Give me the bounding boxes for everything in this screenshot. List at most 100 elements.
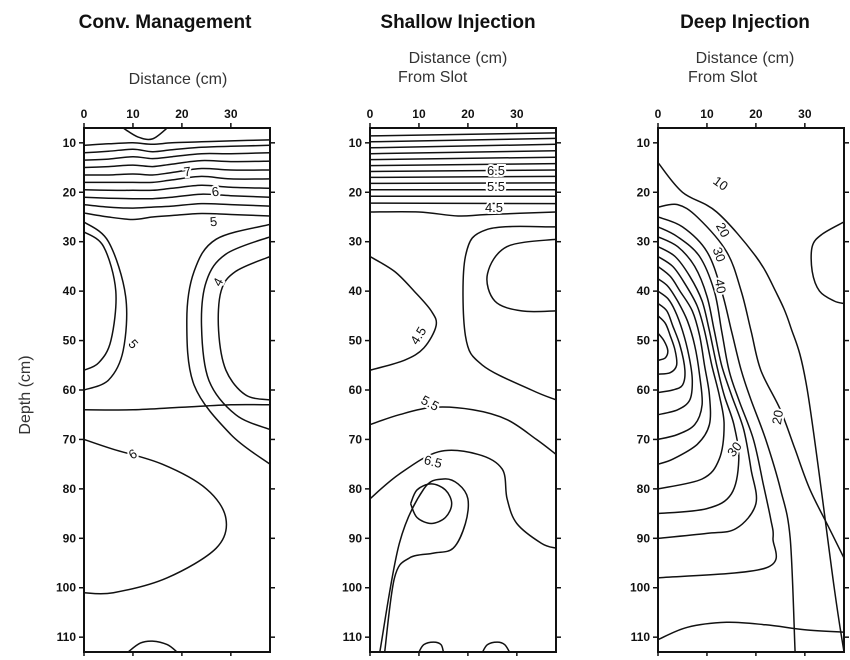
contour-line xyxy=(84,231,117,371)
contour-line xyxy=(370,255,438,371)
panel-subtitle-line-1: Distance (cm) xyxy=(409,50,508,67)
y-tick-label: 50 xyxy=(63,334,77,348)
contour-line xyxy=(658,236,758,540)
panel-deep-injection: Deep Injection Distance (cm) From Slot 1… xyxy=(630,12,849,656)
contour-line xyxy=(810,221,844,305)
y-tick-label: 70 xyxy=(349,432,363,446)
y-tick-label: 80 xyxy=(349,482,363,496)
contour-line xyxy=(370,156,556,161)
y-tick-label: 70 xyxy=(63,432,77,446)
contour-line xyxy=(84,403,270,411)
contour-line xyxy=(127,640,178,652)
y-tick-label: 100 xyxy=(630,581,650,595)
contour-line xyxy=(122,128,168,141)
contour-line xyxy=(84,221,128,391)
contour-line xyxy=(658,278,704,441)
contour-line xyxy=(658,265,712,465)
contour-line xyxy=(370,210,556,217)
x-tick-label: 0 xyxy=(81,107,88,121)
contour-line xyxy=(370,132,556,137)
contour-line xyxy=(658,302,686,394)
contour-line xyxy=(658,203,844,559)
y-tick-label: 20 xyxy=(637,185,651,199)
contour-lines xyxy=(370,132,556,652)
plot-frame xyxy=(369,127,557,653)
panel-subtitle-line-2: From Slot xyxy=(398,69,468,86)
y-tick-label: 90 xyxy=(349,531,363,545)
contour-line xyxy=(370,449,556,549)
y-tick-label: 10 xyxy=(637,136,651,150)
contour-line xyxy=(84,144,270,154)
contour-line xyxy=(658,332,669,362)
contour-label: 5.5 xyxy=(419,392,442,414)
panel-subtitle-line-1: Distance (cm) xyxy=(696,50,795,67)
contour-label: 5 xyxy=(209,214,218,230)
contour-line xyxy=(462,225,556,401)
y-tick-label: 100 xyxy=(56,581,76,595)
contour-line xyxy=(370,137,556,143)
x-tick-label: 20 xyxy=(175,107,189,121)
y-tick-label: 10 xyxy=(63,136,77,150)
panel-title: Conv. Management xyxy=(79,12,252,33)
y-tick-label: 100 xyxy=(342,581,362,595)
contour-line xyxy=(200,236,270,431)
y-tick-label: 80 xyxy=(63,482,77,496)
x-tick-label: 30 xyxy=(224,107,238,121)
y-tick-label: 30 xyxy=(349,235,363,249)
y-tick-label: 10 xyxy=(349,136,363,150)
contour-lines xyxy=(658,162,844,652)
y-tick-label: 60 xyxy=(349,383,363,397)
contour-line xyxy=(84,159,270,169)
contour-line xyxy=(658,290,694,416)
y-tick-label: 90 xyxy=(63,531,77,545)
y-tick-label: 90 xyxy=(637,531,651,545)
x-tick-label: 30 xyxy=(510,107,524,121)
x-tick-label: 30 xyxy=(798,107,812,121)
contour-line xyxy=(84,193,270,200)
contour-line xyxy=(409,483,453,525)
contour-line xyxy=(370,149,556,155)
contour-line xyxy=(658,245,740,515)
contour-line xyxy=(658,315,678,375)
panel-shallow-injection: Shallow Injection Distance (cm) From Slo… xyxy=(342,12,561,656)
panel-title: Deep Injection xyxy=(680,12,810,33)
panel-subtitle-line-1: Distance (cm) xyxy=(129,71,228,88)
contour-label: 4.5 xyxy=(485,200,503,215)
y-tick-label: 70 xyxy=(637,432,651,446)
y-tick-label: 40 xyxy=(637,284,651,298)
y-tick-label: 60 xyxy=(63,383,77,397)
y-tick-label: 110 xyxy=(57,630,77,644)
contour-label: 6.5 xyxy=(487,163,505,178)
panel-conv-management: Conv. Management Distance (cm) 10 20 30 40 5… xyxy=(56,12,275,656)
contour-label: 7 xyxy=(183,164,192,180)
y-tick-label: 110 xyxy=(343,630,363,644)
contour-line xyxy=(370,182,556,185)
contour-line xyxy=(370,175,556,179)
y-tick-label: 20 xyxy=(63,185,77,199)
contour-line xyxy=(486,238,556,313)
contour-line xyxy=(658,621,844,641)
contour-line xyxy=(370,406,556,455)
contour-line xyxy=(370,143,556,149)
y-tick-label: 40 xyxy=(63,284,77,298)
x-tick-label: 10 xyxy=(700,107,714,121)
contour-line xyxy=(84,175,270,184)
contour-label: 6 xyxy=(126,446,140,463)
contour-line xyxy=(84,184,270,192)
y-tick-label: 20 xyxy=(349,185,363,199)
y-tick-label: 60 xyxy=(637,383,651,397)
y-tick-label: 110 xyxy=(631,630,651,644)
contour-label: 6.5 xyxy=(423,452,444,471)
contour-label: 5 xyxy=(125,336,141,351)
contour-line xyxy=(84,151,270,161)
y-axis-label: Depth (cm) xyxy=(17,355,34,434)
contour-line xyxy=(84,167,270,176)
x-tick-label: 0 xyxy=(367,107,374,121)
plot-frame xyxy=(657,127,845,653)
contour-label: 4.5 xyxy=(407,324,429,347)
contour-line xyxy=(84,212,270,221)
contour-label: 5.5 xyxy=(487,179,505,194)
contour-line xyxy=(186,223,270,465)
contour-line xyxy=(370,202,556,205)
